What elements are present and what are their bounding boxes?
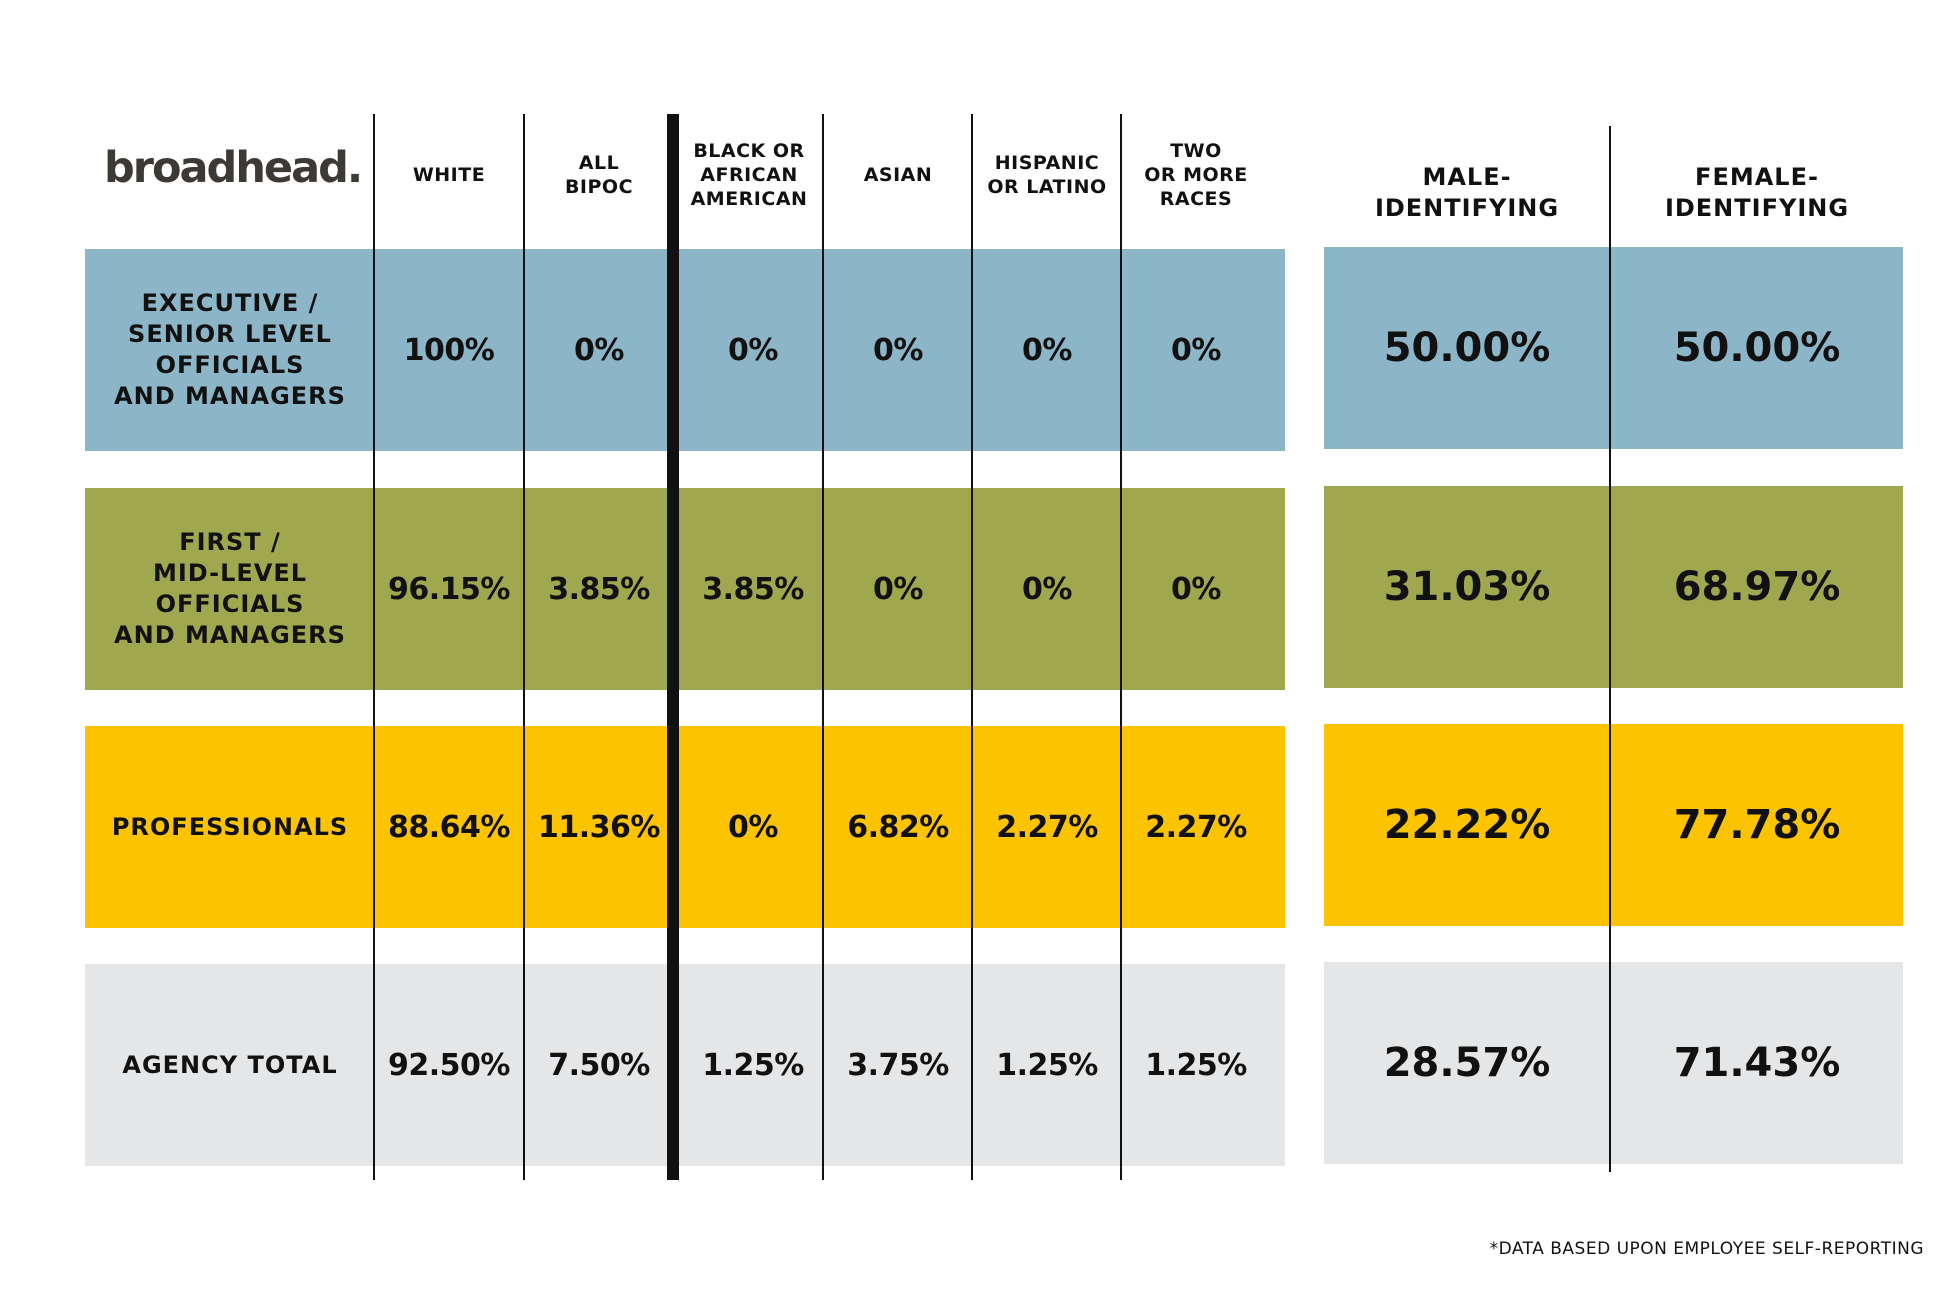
row-band-executive [85,249,1285,451]
column-header-white: WHITE [412,164,486,186]
cell-executive-female: 50.00% [1673,325,1841,371]
cell-executive-asian: 0% [873,332,923,368]
cell-executive-all-bipoc: 0% [574,332,624,368]
column-header-black-or-african-american: BLACK OR AFRICAN AMERICAN [690,140,808,210]
cell-agency-total-female: 71.43% [1673,1040,1841,1086]
column-divider-thick [667,114,679,1180]
cell-professionals-all-bipoc: 11.36% [538,809,660,845]
column-divider [523,114,525,1180]
cell-executive-hispanic: 0% [1022,332,1072,368]
cell-professionals-asian: 6.82% [847,809,949,845]
cell-agency-total-white: 92.50% [388,1047,510,1083]
column-divider [1120,114,1122,1180]
cell-agency-total-asian: 3.75% [847,1047,949,1083]
cell-first-mid-black: 3.85% [702,571,804,607]
cell-first-mid-asian: 0% [873,571,923,607]
row-band-professionals [85,726,1285,928]
gender-band-agency-total [1324,962,1903,1164]
row-label-first-mid-level: FIRST / MID-LEVEL OFFICIALS AND MANAGERS [114,528,346,649]
cell-first-mid-two-or-more: 0% [1171,571,1221,607]
footnote: *DATA BASED UPON EMPLOYEE SELF-REPORTING [1489,1239,1924,1259]
row-label-executive: EXECUTIVE / SENIOR LEVEL OFFICIALS AND M… [114,289,346,410]
cell-executive-black: 0% [728,332,778,368]
cell-executive-white: 100% [403,332,495,368]
column-header-female-identifying: FEMALE- IDENTIFYING [1664,163,1850,222]
column-header-asian: ASIAN [863,164,933,186]
cell-agency-total-all-bipoc: 7.50% [548,1047,650,1083]
row-band-agency-total [85,964,1285,1166]
cell-first-mid-white: 96.15% [388,571,510,607]
row-label-agency-total: AGENCY TOTAL [122,1050,338,1079]
column-header-all-bipoc: ALL BIPOC [564,152,634,198]
column-divider [822,114,824,1180]
cell-professionals-white: 88.64% [388,809,510,845]
column-divider [971,114,973,1180]
cell-executive-male: 50.00% [1383,325,1551,371]
row-band-first-mid-level [85,488,1285,690]
cell-first-mid-all-bipoc: 3.85% [548,571,650,607]
cell-first-mid-male: 31.03% [1383,564,1551,610]
cell-professionals-male: 22.22% [1383,802,1551,848]
gender-band-professionals [1324,724,1903,926]
column-header-male-identifying: MALE- IDENTIFYING [1374,163,1560,222]
cell-agency-total-black: 1.25% [702,1047,804,1083]
cell-first-mid-female: 68.97% [1673,564,1841,610]
cell-agency-total-male: 28.57% [1383,1040,1551,1086]
cell-professionals-hispanic: 2.27% [996,809,1098,845]
cell-executive-two-or-more: 0% [1171,332,1221,368]
cell-professionals-black: 0% [728,809,778,845]
cell-professionals-two-or-more: 2.27% [1145,809,1247,845]
cell-agency-total-hispanic: 1.25% [996,1047,1098,1083]
cell-professionals-female: 77.78% [1673,802,1841,848]
gender-band-first-mid-level [1324,486,1903,688]
row-label-professionals: PROFESSIONALS [111,812,349,841]
cell-agency-total-two-or-more: 1.25% [1145,1047,1247,1083]
broadhead-logo: broadhead. [104,143,363,193]
column-header-two-or-more-races: TWO OR MORE RACES [1144,140,1248,210]
gender-column-divider [1609,126,1611,1172]
cell-first-mid-hispanic: 0% [1022,571,1072,607]
gender-band-executive [1324,247,1903,449]
column-divider [373,114,375,1180]
column-header-hispanic-or-latino: HISPANIC OR LATINO [987,152,1107,198]
